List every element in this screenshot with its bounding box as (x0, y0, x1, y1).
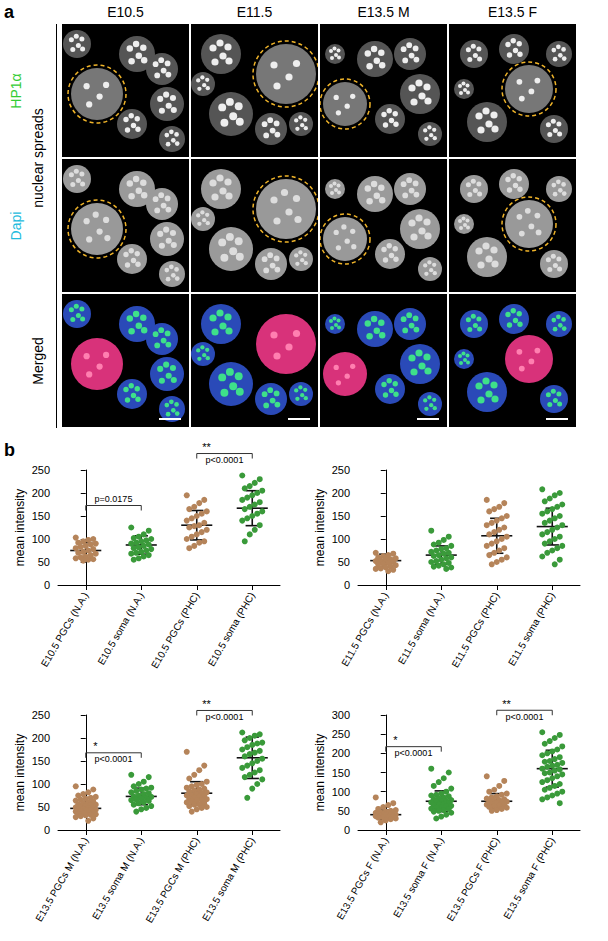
svg-text:*: * (393, 734, 398, 746)
svg-text:E11.5 PGCs (N.A.): E11.5 PGCs (N.A.) (339, 590, 390, 668)
html-text:a: a (4, 2, 14, 22)
svg-text:150: 150 (332, 510, 350, 522)
html-text:nuclear spreads: nuclear spreads (30, 108, 46, 208)
svg-text:100: 100 (32, 778, 50, 790)
svg-text:E10.5 soma (PHC): E10.5 soma (PHC) (206, 590, 257, 668)
svg-text:100: 100 (332, 533, 350, 545)
svg-text:0: 0 (344, 579, 350, 591)
html-text:b: b (4, 440, 15, 460)
svg-text:E13.5 PGCs M (PHC): E13.5 PGCs M (PHC) (143, 835, 201, 925)
svg-text:E11.5 PGCs (PHC): E11.5 PGCs (PHC) (449, 590, 501, 669)
svg-text:50: 50 (38, 556, 50, 568)
html-text:Merged: Merged (30, 336, 46, 385)
svg-text:0: 0 (44, 579, 50, 591)
svg-text:**: ** (502, 698, 511, 710)
html-text:HP1α: HP1α (8, 72, 24, 109)
svg-text:300: 300 (332, 709, 350, 721)
svg-text:0: 0 (44, 824, 50, 836)
svg-text:p<0.0001: p<0.0001 (95, 754, 133, 764)
svg-text:200: 200 (32, 732, 50, 744)
svg-text:50: 50 (38, 801, 50, 813)
svg-text:100: 100 (332, 786, 350, 798)
html-text:Dapi: Dapi (8, 211, 24, 240)
svg-text:150: 150 (332, 767, 350, 779)
svg-text:p<0.0001: p<0.0001 (206, 712, 244, 722)
svg-text:50: 50 (338, 556, 350, 568)
svg-text:200: 200 (332, 487, 350, 499)
html-text:E13.5 F: E13.5 F (488, 4, 537, 20)
svg-text:**: ** (202, 698, 211, 710)
html-text:E13.5 M: E13.5 M (357, 4, 410, 20)
svg-text:E13.5 PGCs F (PHC): E13.5 PGCs F (PHC) (445, 835, 502, 923)
svg-text:150: 150 (32, 510, 50, 522)
svg-text:E10.5 PGCs (N.A.): E10.5 PGCs (N.A.) (39, 590, 91, 669)
svg-text:E11.5 soma (N.A.): E11.5 soma (N.A.) (396, 590, 446, 666)
svg-text:250: 250 (332, 728, 350, 740)
svg-text:E13.5 soma M (PHC): E13.5 soma M (PHC) (200, 835, 257, 923)
svg-text:250: 250 (32, 464, 50, 476)
svg-text:E13.5 soma F (PHC): E13.5 soma F (PHC) (501, 835, 557, 921)
svg-text:E13.5 PGCs F (N.A.): E13.5 PGCs F (N.A.) (334, 835, 390, 921)
svg-text:p=0.0175: p=0.0175 (95, 494, 133, 504)
svg-text:E10.5 soma (N.A.): E10.5 soma (N.A.) (95, 590, 146, 667)
html-text:E11.5: E11.5 (236, 4, 273, 20)
svg-text:E13.5 soma M (N.A.): E13.5 soma M (N.A.) (90, 835, 146, 921)
svg-text:mean intensity: mean intensity (313, 734, 327, 811)
svg-text:**: ** (202, 441, 211, 453)
svg-text:250: 250 (32, 709, 50, 721)
svg-text:250: 250 (332, 464, 350, 476)
svg-text:E13.5 PGCs M (N.A.): E13.5 PGCs M (N.A.) (33, 835, 90, 923)
svg-text:p<0.0001: p<0.0001 (206, 455, 244, 465)
html-text:E10.5: E10.5 (107, 4, 144, 20)
svg-text:mean intensity: mean intensity (313, 489, 327, 566)
svg-text:*: * (93, 740, 98, 752)
svg-text:mean intensity: mean intensity (13, 489, 27, 566)
svg-text:mean intensity: mean intensity (13, 734, 27, 811)
svg-text:150: 150 (32, 755, 50, 767)
svg-text:p<0.0001: p<0.0001 (395, 748, 433, 758)
svg-text:E11.5 soma (PHC): E11.5 soma (PHC) (506, 590, 557, 667)
svg-text:E10.5 PGCs (PHC): E10.5 PGCs (PHC) (149, 590, 202, 670)
svg-text:50: 50 (338, 805, 350, 817)
svg-text:100: 100 (32, 533, 50, 545)
svg-text:0: 0 (344, 824, 350, 836)
svg-text:200: 200 (332, 747, 350, 759)
svg-text:p<0.0001: p<0.0001 (506, 712, 544, 722)
svg-text:200: 200 (32, 487, 50, 499)
svg-text:E13.5 soma F (N.A.): E13.5 soma F (N.A.) (391, 835, 446, 919)
